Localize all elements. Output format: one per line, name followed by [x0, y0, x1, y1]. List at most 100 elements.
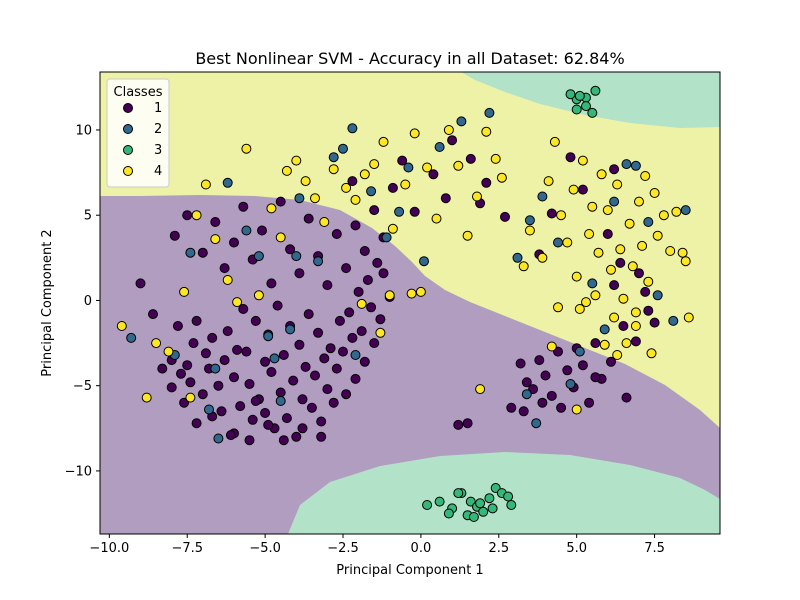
y-tick-label: 0	[84, 294, 92, 309]
y-axis-label: Principal Component 2	[40, 229, 55, 376]
data-point-class-1	[590, 338, 601, 349]
data-point-class-2	[599, 324, 610, 335]
data-point-class-2	[456, 116, 467, 127]
y-tick-label: 10	[75, 123, 92, 138]
data-point-class-4	[350, 194, 361, 205]
data-point-class-3	[581, 101, 591, 112]
data-point-class-4	[232, 297, 243, 308]
data-point-class-4	[406, 288, 417, 299]
y-tick-label: −10	[65, 464, 92, 479]
legend-marker-class-4	[123, 166, 133, 176]
data-point-class-4	[562, 237, 573, 248]
data-point-class-4	[518, 261, 529, 272]
data-point-class-4	[602, 205, 613, 216]
data-point-class-2	[366, 186, 377, 197]
data-point-class-1	[260, 408, 271, 418]
data-point-class-4	[490, 153, 501, 164]
data-point-class-1	[577, 184, 588, 195]
data-point-class-3	[506, 500, 517, 510]
data-point-class-1	[322, 384, 333, 395]
data-point-class-1	[319, 353, 330, 364]
data-point-class-4	[606, 264, 616, 275]
data-point-class-4	[141, 392, 152, 403]
data-point-class-4	[241, 143, 252, 154]
y-tick-label: −5	[73, 379, 92, 394]
x-tick-label: 2.5	[488, 541, 509, 556]
data-point-class-2	[222, 177, 233, 188]
data-point-class-1	[465, 153, 476, 164]
data-point-class-2	[347, 123, 358, 134]
data-point-class-2	[381, 232, 392, 243]
data-point-class-1	[219, 355, 230, 366]
data-point-class-1	[375, 314, 386, 325]
data-point-class-1	[440, 193, 451, 204]
data-point-class-4	[571, 404, 582, 415]
data-point-class-4	[378, 136, 389, 147]
data-point-class-4	[384, 290, 395, 301]
data-point-class-1	[347, 176, 358, 187]
data-point-class-1	[546, 390, 557, 401]
legend-label-class-3: 3	[154, 143, 162, 158]
data-point-class-1	[169, 230, 180, 241]
data-point-class-1	[291, 431, 302, 442]
data-point-class-2	[553, 237, 563, 248]
data-point-class-1	[643, 305, 654, 316]
data-point-class-4	[549, 136, 560, 147]
data-point-class-1	[481, 177, 492, 188]
data-point-class-4	[646, 348, 657, 359]
data-point-class-4	[652, 230, 663, 241]
data-point-class-2	[394, 206, 405, 217]
data-point-class-1	[369, 205, 380, 216]
data-point-class-2	[403, 162, 414, 173]
data-point-class-4	[163, 346, 174, 357]
data-point-class-4	[375, 327, 386, 338]
data-point-class-2	[126, 332, 137, 343]
data-point-class-4	[612, 179, 623, 190]
data-point-class-1	[294, 268, 305, 279]
data-point-class-1	[244, 435, 255, 446]
data-point-class-4	[462, 230, 473, 241]
legend-marker-class-2	[123, 124, 133, 134]
data-point-class-1	[378, 268, 389, 279]
data-point-class-3	[484, 493, 495, 504]
data-point-class-1	[540, 370, 551, 381]
data-point-class-3	[571, 104, 582, 115]
data-point-class-1	[506, 402, 517, 413]
data-point-class-4	[210, 234, 221, 245]
data-point-class-4	[310, 193, 320, 204]
data-point-class-4	[291, 155, 302, 166]
data-point-class-1	[191, 315, 202, 326]
data-point-class-4	[328, 164, 339, 175]
data-point-class-1	[316, 416, 327, 427]
data-point-class-1	[356, 326, 367, 337]
x-tick-label: −10.0	[89, 541, 129, 556]
data-point-class-1	[182, 210, 193, 221]
data-point-class-1	[387, 182, 398, 193]
data-point-class-1	[331, 363, 342, 374]
data-point-class-1	[216, 406, 227, 417]
data-point-class-2	[621, 159, 632, 170]
data-point-class-4	[116, 321, 127, 331]
data-point-class-2	[285, 324, 296, 335]
data-point-class-4	[680, 256, 691, 267]
data-point-class-1	[272, 300, 283, 311]
data-point-class-4	[683, 312, 694, 323]
data-point-class-1	[182, 360, 193, 371]
data-point-class-4	[615, 244, 626, 255]
data-point-class-2	[350, 350, 361, 360]
data-point-class-4	[481, 126, 492, 137]
data-point-class-1	[310, 370, 320, 381]
data-point-class-1	[316, 431, 327, 442]
data-point-class-4	[568, 184, 579, 195]
data-point-class-1	[341, 389, 352, 400]
data-point-class-2	[434, 142, 445, 152]
data-point-class-1	[238, 201, 249, 212]
x-tick-label: −5.0	[249, 541, 281, 556]
data-point-class-1	[500, 211, 510, 222]
plot-frame	[99, 71, 721, 535]
data-point-class-1	[235, 401, 246, 412]
data-point-class-1	[241, 346, 252, 357]
data-point-class-1	[515, 358, 526, 369]
x-axis-label: Principal Component 1	[336, 563, 483, 578]
data-point-class-4	[577, 155, 588, 166]
